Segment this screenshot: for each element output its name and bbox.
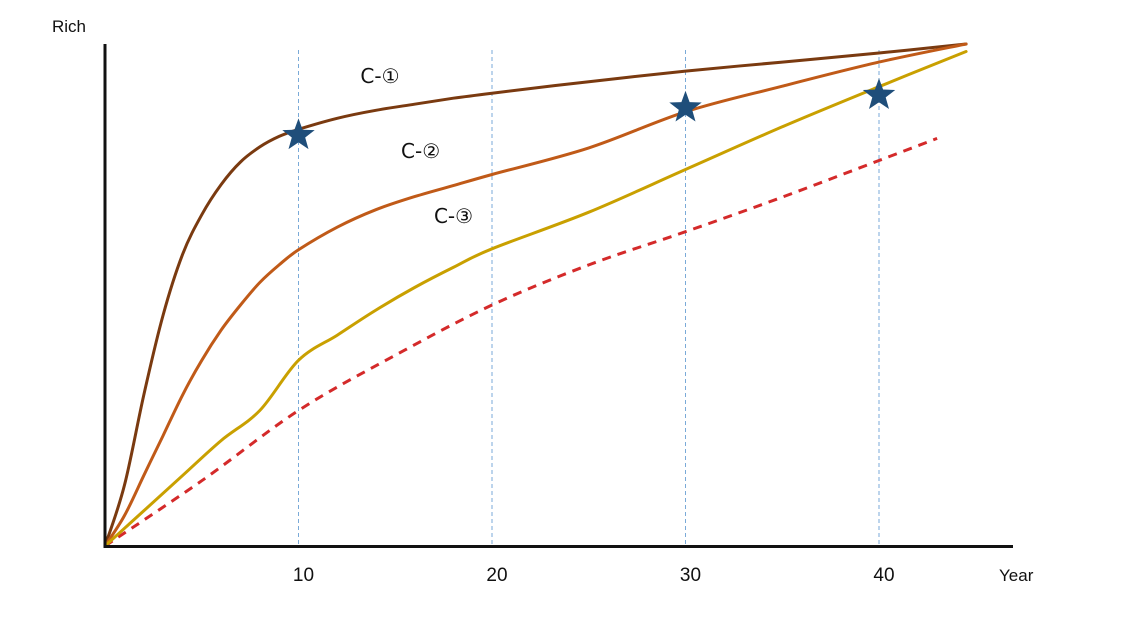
series-annotation-3: C-③ [434, 204, 473, 228]
x-tick-label-30: 30 [680, 565, 701, 586]
star-markers [282, 78, 896, 150]
series-line-3 [103, 50, 968, 548]
series-lines [103, 42, 968, 548]
x-tick-labels: 10 20 30 40 [293, 565, 895, 586]
star-marker-3 [862, 78, 896, 109]
series-line-2 [103, 42, 968, 548]
series-annotation-2: C-② [401, 139, 440, 163]
star-marker-2 [669, 90, 702, 122]
x-tick-label-10: 10 [293, 565, 314, 586]
x-tick-label-40: 40 [873, 565, 894, 586]
series-line-4 [104, 136, 938, 548]
series-annotation-1: C-① [360, 64, 399, 88]
axes [103, 44, 1013, 548]
y-axis-label: Rich [52, 17, 86, 36]
x-tick-label-20: 20 [486, 565, 507, 586]
grid-lines [298, 50, 880, 546]
star-marker-1 [282, 118, 315, 150]
series-line-1 [103, 42, 968, 548]
series-annotations: C-① C-② C-③ [360, 64, 473, 228]
x-axis-label: Year [999, 566, 1034, 585]
